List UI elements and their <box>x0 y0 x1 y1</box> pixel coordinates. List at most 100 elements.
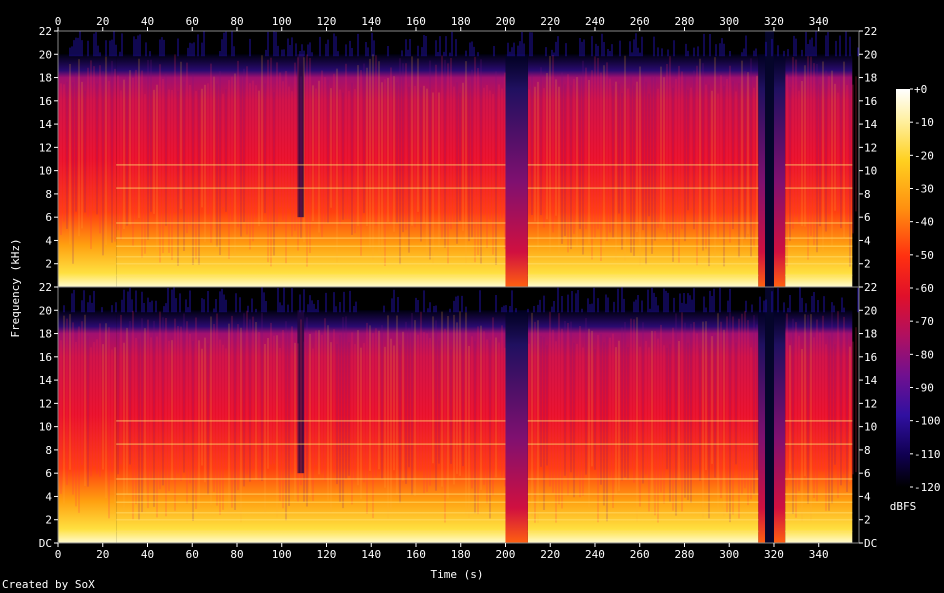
x-tick-label-bottom: 60 <box>186 548 199 561</box>
cutoff-fringe <box>63 287 859 313</box>
y-tick-label-right: 14 <box>864 118 878 131</box>
x-tick-label-top: 340 <box>809 15 829 28</box>
y-tick-label-right: 14 <box>864 374 878 387</box>
channel-2-panel <box>57 286 860 544</box>
y-tick-label-right: 18 <box>864 328 877 341</box>
y-tick-label-right: 16 <box>864 351 877 364</box>
x-tick-label-bottom: 20 <box>96 548 109 561</box>
y-tick-label-right: 16 <box>864 95 877 108</box>
y-tick-label-left: 20 <box>39 48 52 61</box>
x-tick-label-bottom: 340 <box>809 548 829 561</box>
x-tick-label-top: 160 <box>406 15 426 28</box>
colorbar-ticks: +0 -10 -20 -30 -40 -50 -60 -70 -80 -90 -100 -110 -12… <box>910 83 941 494</box>
x-tick-label-bottom: 240 <box>585 548 605 561</box>
x-tick-label-bottom: 180 <box>451 548 471 561</box>
colorbar-tick-label: -10 <box>914 116 934 129</box>
quiet-gap <box>505 310 528 543</box>
loud-section <box>116 310 506 543</box>
colorbar-tick-label: -110 <box>914 448 941 461</box>
y-tick-label-right: DC <box>864 537 877 550</box>
harmonic-bands <box>116 420 853 533</box>
colorbar-tick-label: -90 <box>914 382 934 395</box>
y-tick-label-left: 2 <box>45 514 52 527</box>
credit-text: Created by SoX <box>2 578 95 591</box>
y-tick-label-left: 10 <box>39 165 52 178</box>
loud-section <box>58 310 117 543</box>
y-tick-label-left: 22 <box>39 25 52 38</box>
loud-section <box>527 54 759 287</box>
y-tick-label-left: 6 <box>45 211 52 224</box>
y-tick-label-right: 6 <box>864 467 871 480</box>
y-axis-label: Frequency (kHz) <box>9 238 22 337</box>
y-tick-label-right: 18 <box>864 72 877 85</box>
x-tick-label-top: 220 <box>540 15 560 28</box>
colorbar-tick-label: -20 <box>914 149 934 162</box>
y-tick-label-left: 18 <box>39 72 52 85</box>
x-tick-label-top: 120 <box>317 15 337 28</box>
x-tick-label-top: 60 <box>186 15 199 28</box>
y-tick-label-left: 18 <box>39 328 52 341</box>
y-tick-label-right: 12 <box>864 397 877 410</box>
y-tick-label-left: 4 <box>45 234 52 247</box>
colorbar-unit-label: dBFS <box>890 500 917 513</box>
y-tick-label-right: 12 <box>864 141 877 154</box>
channel-1-panel <box>57 30 860 288</box>
x-tick-label-top: 280 <box>675 15 695 28</box>
x-tick-label-bottom: 320 <box>764 548 784 561</box>
x-tick-label-top: 260 <box>630 15 650 28</box>
y-tick-label-left: 8 <box>45 188 52 201</box>
y-tick-label-left: 14 <box>39 118 53 131</box>
y-tick-label-left: 12 <box>39 141 52 154</box>
y-tick-label-left: 4 <box>45 490 52 503</box>
y-tick-label-right: 20 <box>864 48 877 61</box>
harmonic-bands <box>116 164 853 277</box>
x-tick-label-top: 0 <box>55 15 62 28</box>
colorbar-tick-label: -100 <box>914 415 941 428</box>
x-tick-label-top: 180 <box>451 15 471 28</box>
y-tick-label-left: 6 <box>45 467 52 480</box>
x-tick-label-bottom: 120 <box>317 548 337 561</box>
colorbar-tick-label: -120 <box>914 481 941 494</box>
y-tick-label-left: 8 <box>45 444 52 457</box>
x-tick-label-bottom: 160 <box>406 548 426 561</box>
colorbar-tick-label: +0 <box>914 83 927 96</box>
x-tick-label-bottom: 260 <box>630 548 650 561</box>
silence-notch <box>765 287 774 543</box>
y-tick-label-left: 16 <box>39 351 52 364</box>
loud-section <box>785 54 853 287</box>
y-tick-label-right: 4 <box>864 234 871 247</box>
x-tick-label-bottom: 140 <box>361 548 381 561</box>
dropout-band <box>297 54 305 218</box>
colorbar <box>896 89 910 487</box>
x-tick-label-top: 200 <box>496 15 516 28</box>
y-tick-label-right: 10 <box>864 421 877 434</box>
x-tick-label-top: 100 <box>272 15 292 28</box>
colorbar-tick-label: -50 <box>914 249 934 262</box>
y-tick-label-right: 20 <box>864 304 877 317</box>
x-tick-label-bottom: 220 <box>540 548 560 561</box>
loud-section <box>116 54 506 287</box>
y-tick-label-right: 6 <box>864 211 871 224</box>
dropout-band <box>297 310 305 474</box>
x-tick-label-bottom: 80 <box>230 548 243 561</box>
cutoff-fringe <box>57 31 859 57</box>
y-tick-label-left: 16 <box>39 95 52 108</box>
x-tick-label-bottom: 40 <box>141 548 154 561</box>
y-tick-label-left: 22 <box>39 281 52 294</box>
x-tick-label-top: 80 <box>230 15 243 28</box>
x-tick-label-bottom: 0 <box>55 548 62 561</box>
loud-section <box>527 310 759 543</box>
x-tick-label-bottom: 100 <box>272 548 292 561</box>
x-axis-label: Time (s) <box>431 568 484 581</box>
silence-notch <box>765 31 774 287</box>
colorbar-tick-label: -80 <box>914 348 934 361</box>
y-tick-label-left: 2 <box>45 258 52 271</box>
spectrogram-panels <box>57 30 860 544</box>
y-tick-label-right: 2 <box>864 258 871 271</box>
x-tick-label-bottom: 280 <box>675 548 695 561</box>
x-tick-label-bottom: 200 <box>496 548 516 561</box>
y-tick-label-right: 8 <box>864 444 871 457</box>
panel-frame <box>57 286 860 544</box>
